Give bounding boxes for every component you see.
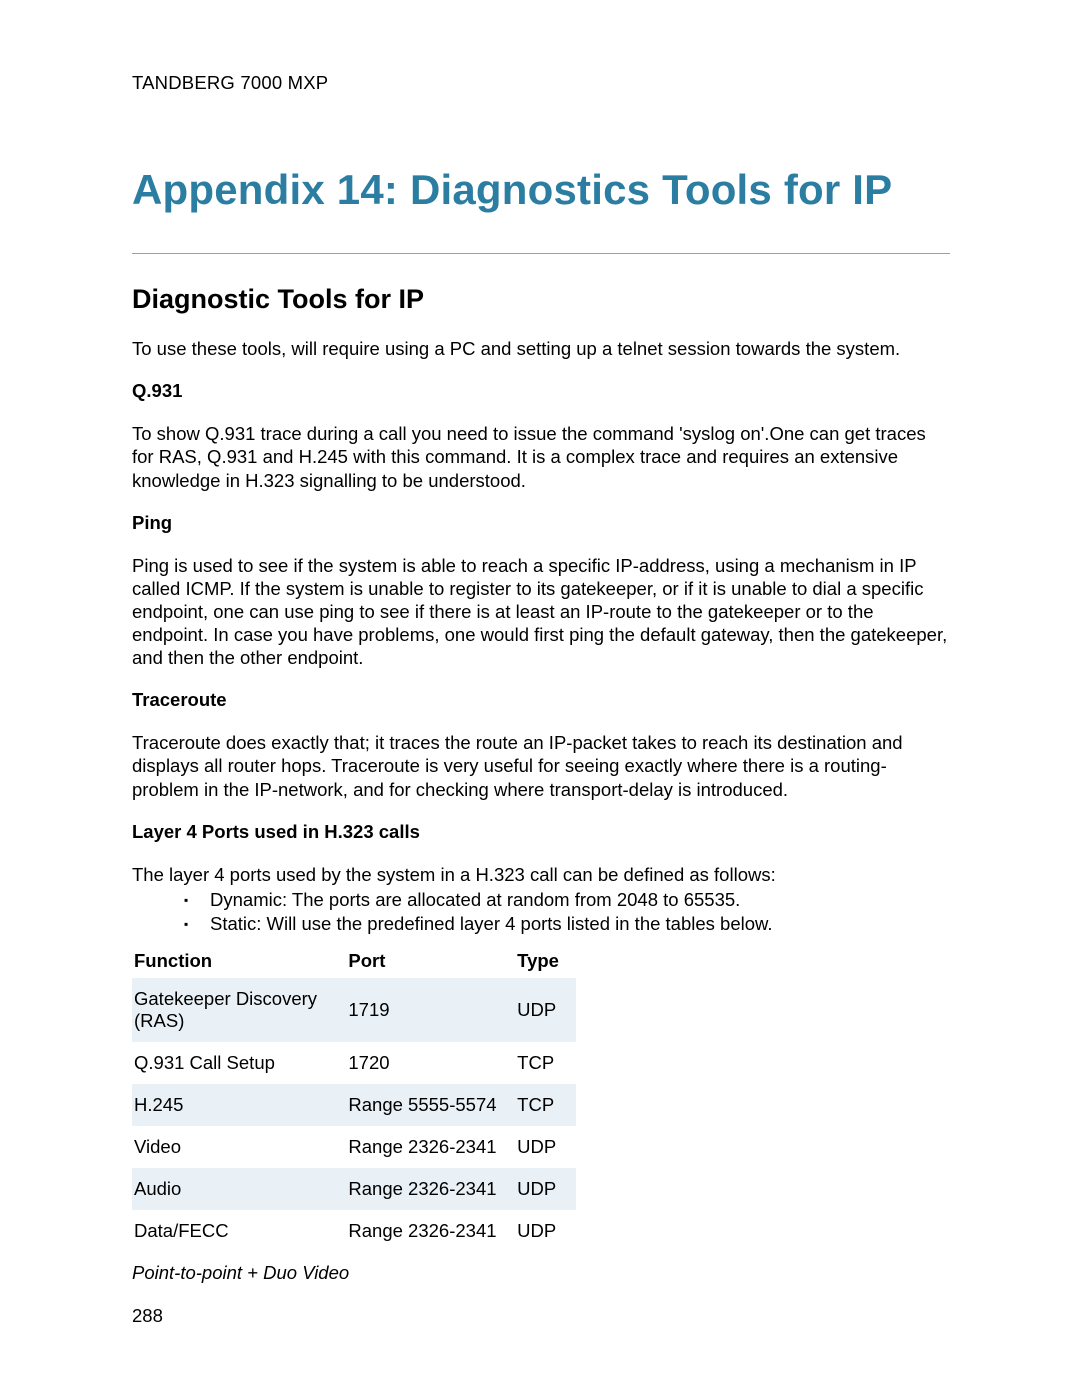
- cell-function: H.245: [132, 1084, 346, 1126]
- cell-function: Data/FECC: [132, 1210, 346, 1252]
- q931-label: Q.931: [132, 380, 950, 402]
- cell-type: UDP: [515, 1168, 576, 1210]
- q931-body: To show Q.931 trace during a call you ne…: [132, 422, 950, 491]
- horizontal-rule: [132, 253, 950, 254]
- list-item: Dynamic: The ports are allocated at rand…: [210, 888, 950, 912]
- table-row: Audio Range 2326-2341 UDP: [132, 1168, 576, 1210]
- cell-type: UDP: [515, 1210, 576, 1252]
- cell-port: 1720: [346, 1042, 515, 1084]
- col-header-function: Function: [132, 944, 346, 978]
- cell-function: Q.931 Call Setup: [132, 1042, 346, 1084]
- cell-type: UDP: [515, 978, 576, 1042]
- cell-type: TCP: [515, 1042, 576, 1084]
- cell-function: Audio: [132, 1168, 346, 1210]
- ping-label: Ping: [132, 512, 950, 534]
- ping-body: Ping is used to see if the system is abl…: [132, 554, 950, 670]
- col-header-port: Port: [346, 944, 515, 978]
- cell-type: TCP: [515, 1084, 576, 1126]
- table-header-row: Function Port Type: [132, 944, 576, 978]
- table-row: Q.931 Call Setup 1720 TCP: [132, 1042, 576, 1084]
- table-row: Data/FECC Range 2326-2341 UDP: [132, 1210, 576, 1252]
- table-caption: Point-to-point + Duo Video: [132, 1262, 950, 1284]
- col-header-type: Type: [515, 944, 576, 978]
- layer4-bullets: Dynamic: The ports are allocated at rand…: [132, 888, 950, 936]
- cell-type: UDP: [515, 1126, 576, 1168]
- layer4-body: The layer 4 ports used by the system in …: [132, 863, 950, 886]
- table-row: Gatekeeper Discovery (RAS) 1719 UDP: [132, 978, 576, 1042]
- cell-port: Range 2326-2341: [346, 1168, 515, 1210]
- traceroute-label: Traceroute: [132, 689, 950, 711]
- traceroute-body: Traceroute does exactly that; it traces …: [132, 731, 950, 800]
- table-row: H.245 Range 5555-5574 TCP: [132, 1084, 576, 1126]
- page-header: TANDBERG 7000 MXP: [132, 72, 950, 94]
- appendix-title: Appendix 14: Diagnostics Tools for IP: [132, 164, 950, 215]
- cell-port: Range 2326-2341: [346, 1210, 515, 1252]
- cell-port: Range 5555-5574: [346, 1084, 515, 1126]
- cell-port: Range 2326-2341: [346, 1126, 515, 1168]
- intro-paragraph: To use these tools, will require using a…: [132, 337, 950, 360]
- cell-port: 1719: [346, 978, 515, 1042]
- layer4-label: Layer 4 Ports used in H.323 calls: [132, 821, 950, 843]
- list-item: Static: Will use the predefined layer 4 …: [210, 912, 950, 936]
- section-title: Diagnostic Tools for IP: [132, 284, 950, 315]
- table-row: Video Range 2326-2341 UDP: [132, 1126, 576, 1168]
- cell-function: Gatekeeper Discovery (RAS): [132, 978, 346, 1042]
- ports-table: Function Port Type Gatekeeper Discovery …: [132, 944, 576, 1252]
- page-number: 288: [132, 1305, 163, 1327]
- cell-function: Video: [132, 1126, 346, 1168]
